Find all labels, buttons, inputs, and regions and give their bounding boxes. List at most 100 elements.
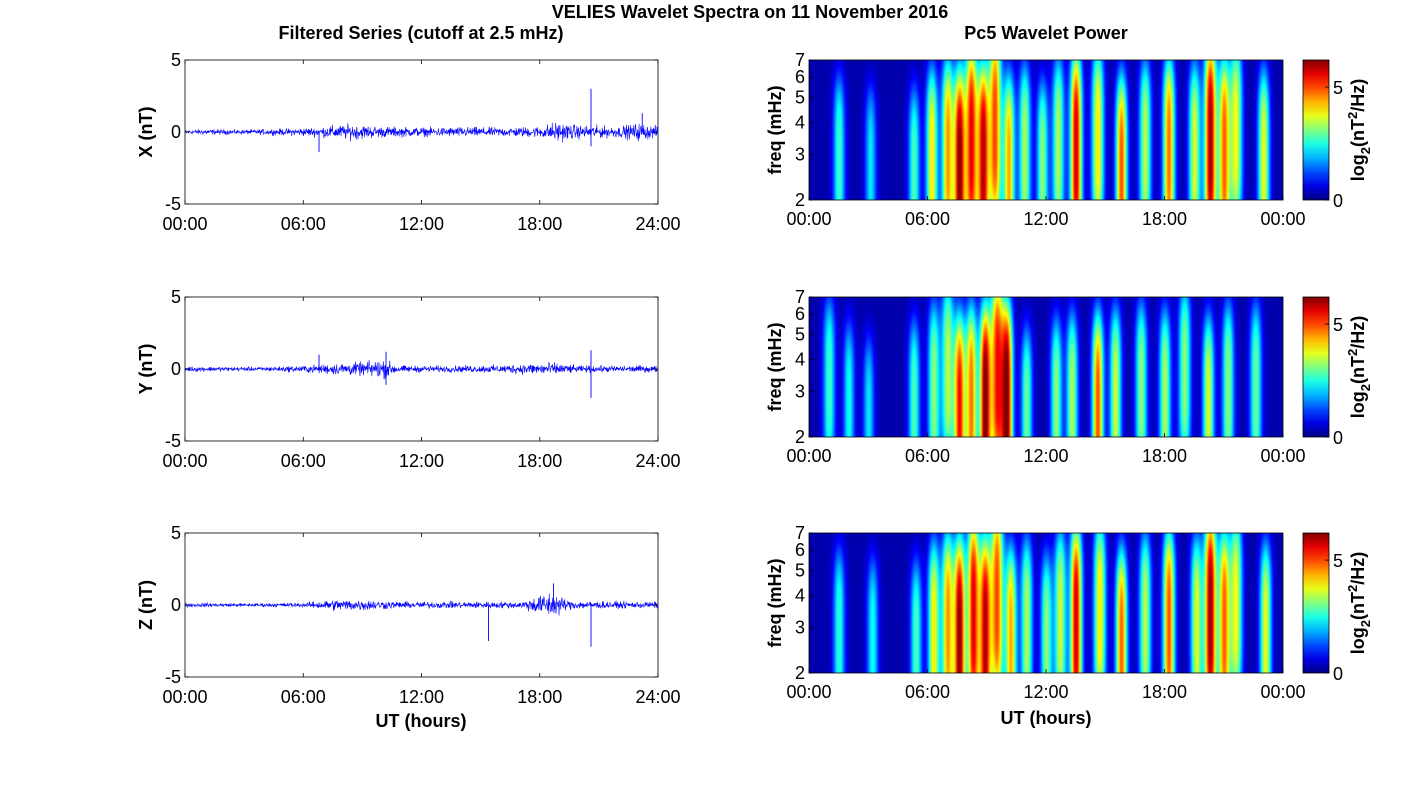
colorbar-tick-label: 5 — [1333, 78, 1343, 98]
right-column-title: Pc5 Wavelet Power — [964, 23, 1127, 43]
colorbar-label-part: 2 — [1345, 585, 1360, 592]
y-axis-label: Z (nT) — [136, 580, 156, 630]
y-tick-label: 0 — [171, 122, 181, 142]
x-tick-label: 00:00 — [162, 214, 207, 234]
y-axis-label: Y (nT) — [136, 344, 156, 395]
colorbar-label-part: 2 — [1345, 349, 1360, 356]
y-tick-label: 6 — [795, 540, 805, 560]
heatmap-image — [809, 297, 1283, 437]
series-line — [185, 122, 658, 143]
y-tick-label: 4 — [795, 113, 805, 133]
colorbar-label-part: (nT — [1348, 119, 1368, 147]
colorbar-label-part: /Hz) — [1348, 79, 1368, 112]
y-tick-label: -5 — [165, 194, 181, 214]
x-tick-label: 12:00 — [399, 214, 444, 234]
x-tick-label: 18:00 — [517, 214, 562, 234]
colorbar-tick-label: 0 — [1333, 664, 1343, 684]
colorbar-label-part: log — [1348, 154, 1368, 181]
y-tick-label: 6 — [795, 304, 805, 324]
left-column-title: Filtered Series (cutoff at 2.5 mHz) — [278, 23, 563, 43]
heatmap-canvas — [809, 533, 1283, 673]
y-tick-label: 0 — [171, 595, 181, 615]
colorbar-label-part: (nT — [1348, 592, 1368, 620]
y-tick-label: 4 — [795, 586, 805, 606]
x-tick-label: 06:00 — [905, 682, 950, 702]
colorbar-label-part: (nT — [1348, 356, 1368, 384]
y-tick-label: 5 — [171, 287, 181, 307]
series-line — [185, 593, 658, 616]
x-tick-label: 00:00 — [786, 446, 831, 466]
x-tick-label: 18:00 — [1142, 209, 1187, 229]
y-axis-label: freq (mHz) — [765, 322, 785, 411]
colorbar-label-part: log — [1348, 627, 1368, 654]
x-tick-label: 00:00 — [1260, 682, 1305, 702]
x-tick-label: 06:00 — [905, 209, 950, 229]
series-line — [185, 360, 658, 380]
y-tick-label: 2 — [795, 663, 805, 683]
colorbar-label-part: 2 — [1358, 620, 1373, 627]
y-tick-label: 2 — [795, 190, 805, 210]
y-tick-label: 5 — [171, 523, 181, 543]
x-tick-label: 00:00 — [1260, 446, 1305, 466]
colorbar-label-part: 2 — [1345, 112, 1360, 119]
colorbar-label-part: 2 — [1358, 384, 1373, 391]
timeseries-panel-x: -5 0 5 00:00 06:00 12:00 18:00 24:00 X (nT) — [136, 50, 681, 234]
colorbar-label: log2(nT2/Hz) — [1345, 316, 1373, 418]
colorbar-tick-label: 0 — [1333, 191, 1343, 211]
x-tick-label: 24:00 — [635, 687, 680, 707]
chart-panels: -5 0 5 00:00 06:00 12:00 18:00 24:00 X (nT) -5 0 5 0… — [136, 50, 1373, 707]
heatmap-image — [809, 533, 1283, 673]
colorbar-label-part: /Hz) — [1348, 552, 1368, 585]
colorbar-label-part: 2 — [1358, 147, 1373, 154]
colorbar-tick-label: 5 — [1333, 551, 1343, 571]
y-tick-label: 7 — [795, 287, 805, 307]
colorbar — [1302, 296, 1330, 438]
right-x-axis-label: UT (hours) — [1001, 708, 1092, 728]
x-tick-label: 18:00 — [517, 687, 562, 707]
x-tick-label: 06:00 — [281, 214, 326, 234]
y-tick-label: 4 — [795, 350, 805, 370]
colorbar — [1302, 59, 1330, 201]
y-axis-label: freq (mHz) — [765, 85, 785, 174]
y-tick-label: 5 — [171, 50, 181, 70]
x-tick-label: 24:00 — [635, 214, 680, 234]
y-tick-label: 0 — [171, 359, 181, 379]
x-tick-label: 12:00 — [1023, 209, 1068, 229]
x-tick-label: 00:00 — [786, 209, 831, 229]
y-tick-label: 3 — [795, 145, 805, 165]
y-tick-label: -5 — [165, 431, 181, 451]
y-tick-label: 5 — [795, 88, 805, 108]
colorbar — [1302, 532, 1330, 674]
y-tick-label: 2 — [795, 427, 805, 447]
x-tick-label: 06:00 — [281, 451, 326, 471]
figure-title: VELIES Wavelet Spectra on 11 November 20… — [552, 2, 949, 22]
colorbar-tick-label: 0 — [1333, 428, 1343, 448]
y-axis-label: freq (mHz) — [765, 558, 785, 647]
y-tick-label: 7 — [795, 50, 805, 70]
x-tick-label: 00:00 — [786, 682, 831, 702]
y-tick-label: 5 — [795, 325, 805, 345]
x-tick-label: 18:00 — [1142, 682, 1187, 702]
x-tick-label: 18:00 — [1142, 446, 1187, 466]
x-tick-label: 12:00 — [1023, 446, 1068, 466]
x-tick-label: 00:00 — [162, 451, 207, 471]
colorbar-tick-label: 5 — [1333, 315, 1343, 335]
x-tick-label: 12:00 — [399, 687, 444, 707]
left-x-axis-label: UT (hours) — [376, 711, 467, 731]
colorbar-label-part: /Hz) — [1348, 316, 1368, 349]
y-tick-label: 3 — [795, 618, 805, 638]
x-tick-label: 12:00 — [399, 451, 444, 471]
y-tick-label: 3 — [795, 382, 805, 402]
x-tick-label: 18:00 — [517, 451, 562, 471]
y-tick-label: 5 — [795, 561, 805, 581]
x-tick-label: 00:00 — [162, 687, 207, 707]
y-tick-label: -5 — [165, 667, 181, 687]
x-tick-label: 06:00 — [905, 446, 950, 466]
heatmap-image — [809, 60, 1283, 200]
heatmap-canvas — [809, 60, 1283, 200]
x-tick-label: 24:00 — [635, 451, 680, 471]
